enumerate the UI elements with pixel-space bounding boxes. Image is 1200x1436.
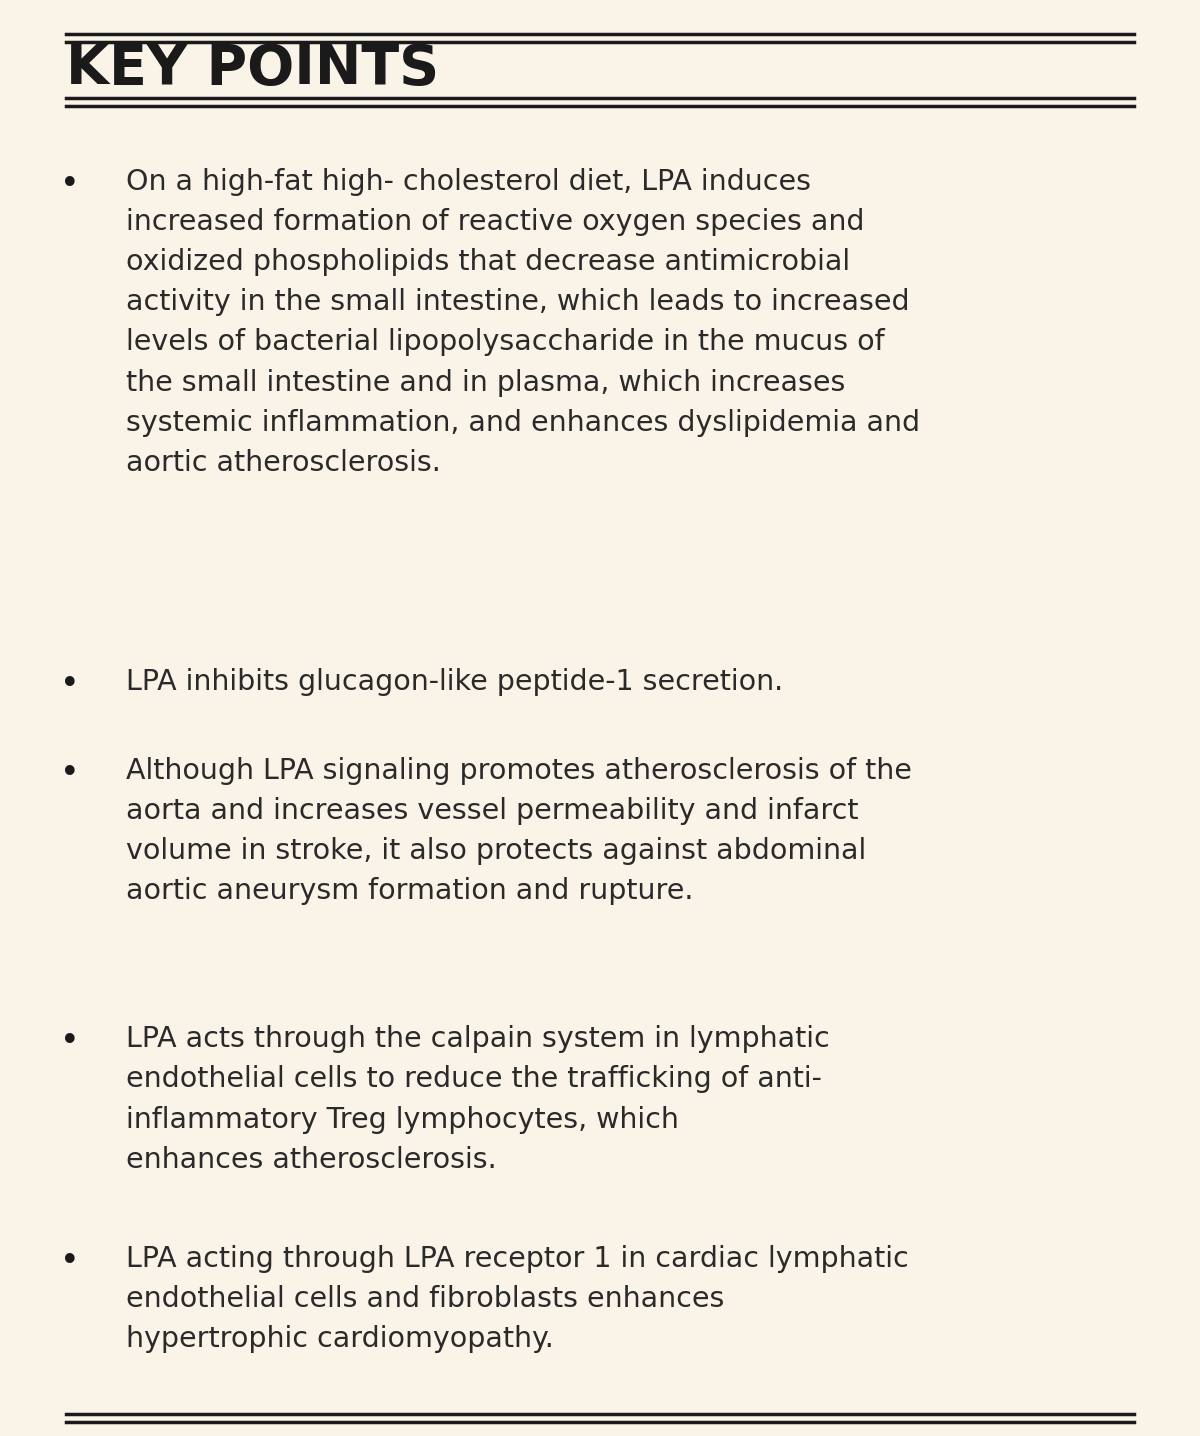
Text: LPA acting through LPA receptor 1 in cardiac lymphatic
endothelial cells and fib: LPA acting through LPA receptor 1 in car…: [126, 1245, 908, 1353]
Text: •: •: [60, 757, 79, 790]
Text: LPA acts through the calpain system in lymphatic
endothelial cells to reduce the: LPA acts through the calpain system in l…: [126, 1025, 829, 1173]
Text: Although LPA signaling promotes atherosclerosis of the
aorta and increases vesse: Although LPA signaling promotes atherosc…: [126, 757, 912, 905]
Text: •: •: [60, 1025, 79, 1058]
Text: •: •: [60, 668, 79, 701]
Text: •: •: [60, 168, 79, 201]
Text: •: •: [60, 1245, 79, 1278]
Text: LPA inhibits glucagon-like peptide-1 secretion.: LPA inhibits glucagon-like peptide-1 sec…: [126, 668, 784, 695]
Text: KEY POINTS: KEY POINTS: [66, 42, 439, 96]
Text: On a high-fat high- cholesterol diet, LPA induces
increased formation of reactiv: On a high-fat high- cholesterol diet, LP…: [126, 168, 920, 477]
